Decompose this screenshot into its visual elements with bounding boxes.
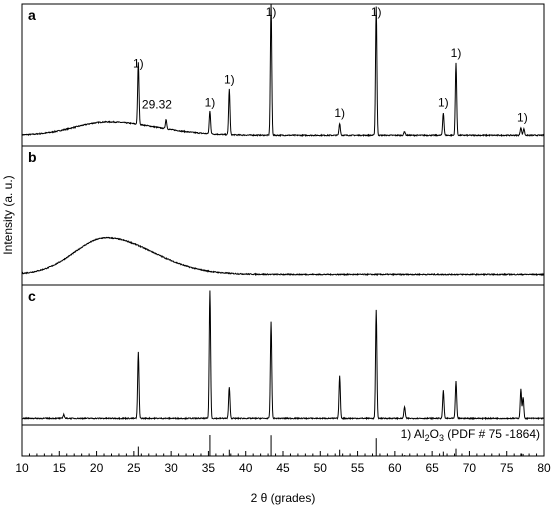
y-axis-title: Intensity (a. u.) (1, 175, 15, 254)
panel-label: c (28, 288, 36, 304)
x-tick-label: 80 (537, 461, 551, 475)
x-tick-label: 55 (351, 461, 365, 475)
x-axis-title: 2 θ (grades) (251, 491, 316, 505)
x-tick-label: 35 (202, 461, 216, 475)
peak-annotation: 1) (451, 46, 462, 60)
panel-b: b (21, 145, 545, 286)
peak-annotation: 1) (224, 73, 235, 87)
x-tick-label: 70 (463, 461, 477, 475)
panel-frame (21, 284, 545, 426)
x-tick-label: 15 (53, 461, 67, 475)
x-axis: 10 15 20 25 30 35 40 45 50 55 60 65 70 75 80 (15, 451, 551, 475)
peak-annotation: 1) (334, 106, 345, 120)
pattern-line-a (21, 3, 545, 138)
x-tick-label: 40 (239, 461, 253, 475)
x-tick-label: 10 (15, 461, 29, 475)
x-tick-label: 50 (314, 461, 328, 475)
x-tick-label: 20 (90, 461, 104, 475)
peak-annotation: 1) (517, 110, 528, 124)
x-tick-label: 65 (425, 461, 439, 475)
x-tick-label: 45 (276, 461, 290, 475)
x-tick-label: 75 (500, 461, 514, 475)
peak-annotation: 1) (266, 5, 277, 19)
peak-annotation: 1) (205, 96, 216, 110)
reference-legend: 1) Al2O3 (PDF # 75 -1864) (401, 427, 540, 443)
panel-frame (21, 145, 545, 286)
peak-annotation: 1) (438, 96, 449, 110)
pattern-line-c (21, 290, 545, 421)
peak-annotation: 1) (371, 5, 382, 19)
panel-frame (21, 3, 545, 147)
panel-c: c (21, 284, 545, 426)
x-tick-label: 25 (127, 461, 141, 475)
panels-layer: a 1) 29.32 1) 1) 1) 1) 1) 1) 1) 1) b c 1) Al2O3 (PDF … (21, 3, 545, 457)
x-tick-label: 60 (388, 461, 402, 475)
panel-label: b (28, 149, 37, 165)
x-tick-label: 30 (164, 461, 178, 475)
panel-label: a (28, 7, 36, 23)
peak-annotation: 1) (133, 57, 144, 71)
peak-annotation: 29.32 (142, 98, 172, 112)
pattern-line-b (21, 236, 545, 277)
panel-a: a 1) 29.32 1) 1) 1) 1) 1) 1) 1) 1) (21, 3, 545, 147)
